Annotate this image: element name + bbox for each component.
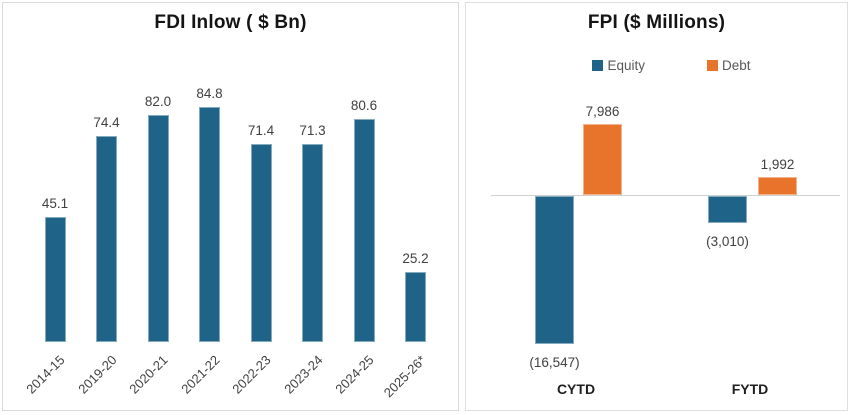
fpi-bar-debt — [758, 177, 797, 195]
legend-label-debt: Debt — [722, 58, 751, 73]
fdi-value-label: 84.8 — [196, 86, 223, 101]
fdi-value-label: 25.2 — [402, 251, 429, 266]
fdi-bar — [199, 107, 220, 342]
fpi-chart-title: FPI ($ Millions) — [587, 12, 726, 33]
fdi-tick-label: 2021-22 — [178, 352, 223, 397]
fdi-tick-label: 2019-20 — [75, 352, 120, 397]
fpi-value-label: (3,010) — [706, 234, 749, 249]
fdi-tick-label: 2025-26* — [380, 352, 429, 401]
fdi-tick-label: 2023-24 — [281, 352, 326, 397]
legend-item-debt: Debt — [707, 58, 751, 73]
fpi-bar-equity — [535, 196, 574, 344]
fpi-bar-equity — [708, 196, 747, 223]
fdi-value-label: 71.3 — [299, 123, 326, 138]
fpi-legend: Equity Debt — [466, 58, 847, 73]
fdi-value-label: 80.6 — [350, 98, 378, 113]
fdi-bar — [302, 144, 323, 342]
fpi-category-label: FYTD — [731, 381, 769, 397]
fpi-bar-debt — [583, 124, 622, 195]
fpi-category-label: CYTD — [556, 381, 596, 397]
fpi-value-label: 7,986 — [585, 104, 620, 119]
fpi-value-label: 1,992 — [760, 157, 795, 172]
fdi-bar — [96, 136, 117, 342]
fdi-value-label: 71.4 — [247, 123, 275, 138]
fpi-plot: (16,547) (3,010) 7,986 1,992 CYTD FYTD — [466, 3, 847, 410]
fdi-tick-label: 2022-23 — [229, 352, 274, 397]
fdi-bar — [405, 272, 426, 342]
fdi-value-label: 45.1 — [41, 196, 69, 211]
equity-swatch-icon — [592, 60, 604, 71]
fdi-value-label: 74.4 — [93, 115, 120, 130]
fdi-tick-label: 2024-25 — [332, 352, 377, 397]
fdi-bar — [147, 115, 169, 342]
fdi-bar — [250, 144, 272, 342]
fpi-zero-axis — [491, 195, 840, 196]
fdi-value-label: 82.0 — [144, 94, 172, 109]
legend-item-equity: Equity — [592, 58, 645, 73]
fpi-value-label: (16,547) — [529, 355, 580, 370]
fpi-chart-panel: FPI ($ Millions) Equity Debt (16,547) (3,… — [465, 2, 848, 411]
fdi-bar — [353, 119, 375, 342]
fdi-plot: 45.1 2014-15 74.4 2019-20 82.0 2020-21 84.8 202… — [3, 3, 458, 410]
fdi-bar — [44, 217, 66, 342]
legend-label-equity: Equity — [607, 58, 645, 73]
fdi-chart-title: FDI Inlow ( $ Bn) — [154, 12, 307, 33]
debt-swatch-icon — [707, 60, 718, 71]
fdi-chart-panel: FDI Inlow ( $ Bn) 45.1 2014-15 74.4 2019-20… — [2, 2, 459, 411]
fdi-tick-label: 2020-21 — [126, 352, 171, 397]
fdi-tick-label: 2014-15 — [23, 352, 68, 397]
